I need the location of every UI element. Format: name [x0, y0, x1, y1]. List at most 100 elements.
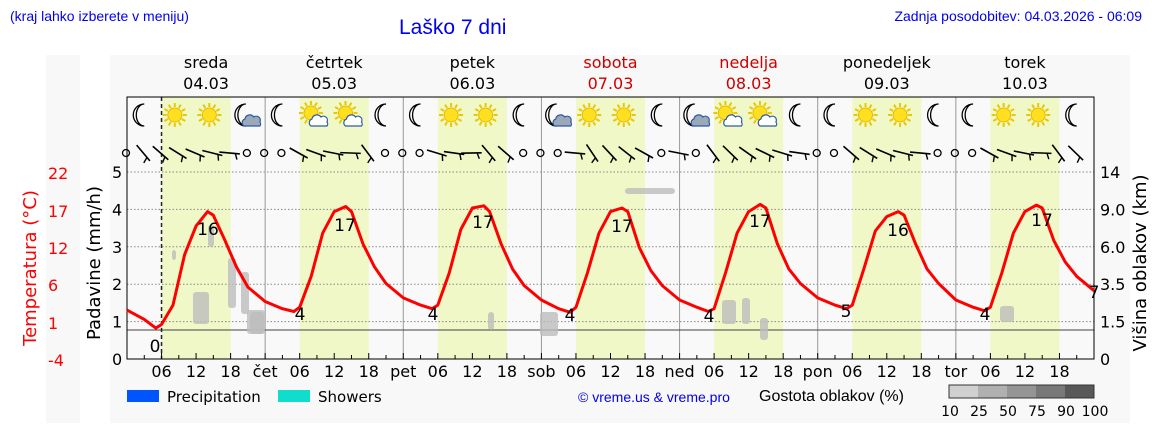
temp-tick: 17 — [48, 202, 68, 221]
sun-icon — [611, 103, 636, 127]
region-hint[interactable]: (kraj lahko izberete v meniju) — [10, 8, 189, 24]
day-abbr-label: tor — [945, 362, 968, 381]
wind-barb-icon — [322, 150, 344, 161]
wind-calm-icon — [398, 148, 407, 158]
wind-barb-icon — [601, 144, 618, 164]
hour-tick-label: 06 — [980, 362, 1000, 381]
sun-cloud-icon — [747, 101, 778, 127]
wind-calm-icon — [829, 148, 839, 158]
copyright-link[interactable]: © vreme.us & vreme.pro — [578, 389, 730, 405]
sun-cloud-icon — [333, 101, 363, 127]
wind-barb-icon — [136, 144, 151, 164]
min-temp-label: 4 — [980, 305, 991, 325]
wind-barb-icon — [481, 144, 496, 164]
precip-tick: 1 — [112, 313, 122, 332]
cloud-density-blob — [760, 318, 768, 340]
max-temp-label: 17 — [334, 216, 356, 236]
wind-barb-icon — [842, 145, 860, 163]
cloud-density-tick: 75 — [1028, 404, 1046, 420]
precip-tick: 3 — [112, 238, 122, 257]
wind-calm-icon — [380, 148, 390, 158]
hour-tick-label: 06 — [704, 362, 724, 381]
wind-barb-icon — [722, 145, 739, 164]
sun-icon — [991, 103, 1016, 127]
wind-barb-icon — [875, 148, 896, 162]
sun-cloud-icon — [298, 101, 329, 127]
last-update: Zadnja posodobitev: 04.03.2026 - 06:09 — [894, 8, 1142, 24]
day-abbr-label: ned — [665, 362, 695, 381]
moon-cloud-icon — [545, 103, 573, 127]
cloud-density-tick: 25 — [970, 404, 988, 420]
wind-barb-icon — [306, 148, 326, 162]
hour-tick-label: 18 — [497, 362, 517, 381]
cloud-density-blob — [247, 310, 265, 334]
wind-barb-icon — [185, 148, 205, 162]
wind-barb-icon — [152, 145, 169, 163]
cloud-density-swatch — [1007, 385, 1036, 398]
day-abbr-label: sob — [527, 362, 555, 381]
wind-calm-icon — [812, 148, 821, 158]
wind-calm-icon — [277, 148, 286, 158]
page-title: Laško 7 dni — [399, 16, 507, 39]
day-name: četrtek — [306, 53, 364, 72]
day-date: 07.03 — [588, 74, 634, 93]
wind-barb-icon — [340, 151, 361, 160]
cloud-density-swatch — [978, 385, 1007, 398]
hour-tick-label: 12 — [600, 362, 620, 381]
precip-tick: 2 — [112, 275, 122, 294]
temp-tick: 22 — [48, 164, 68, 183]
day-abbr-label: čet — [253, 362, 278, 381]
wind-barb-icon — [564, 151, 586, 160]
cloud-density-blob — [208, 225, 214, 247]
wind-barb-icon — [426, 149, 447, 162]
hour-tick-label: 06 — [151, 362, 171, 381]
cloud-height-tick: 9.0 — [1100, 200, 1125, 219]
hour-tick-label: 18 — [220, 362, 240, 381]
cloud-height-tick: 1.5 — [1100, 313, 1125, 332]
sun-icon — [853, 103, 878, 127]
cloud-density-blob — [625, 188, 675, 194]
moon-cloud-icon — [234, 103, 262, 127]
cloud-height-tick: 6.0 — [1100, 238, 1125, 257]
cloud-height-axis-label: Višina oblakov (km) — [1130, 174, 1151, 351]
sun-icon — [577, 103, 602, 127]
cloud-density-blob — [1000, 306, 1014, 322]
moon-icon — [1065, 103, 1077, 127]
hour-tick-label: 18 — [1049, 362, 1069, 381]
cloud-density-blob — [193, 292, 209, 324]
cloud-density-blob — [172, 250, 176, 260]
precip-tick: 0 — [112, 350, 122, 369]
wind-barb-icon — [585, 144, 599, 164]
precip-axis-label: Padavine (mm/h) — [84, 186, 105, 340]
moon-icon — [927, 103, 939, 127]
wind-barb-icon — [996, 148, 1017, 162]
wind-barb-icon — [706, 144, 720, 164]
temperature-line — [126, 202, 1095, 330]
wind-barb-icon — [618, 146, 636, 163]
legend-precipitation-label: Precipitation — [167, 388, 261, 406]
wind-barb-icon — [202, 149, 223, 161]
wind-calm-icon — [553, 148, 562, 158]
cloud-density-label: Gostota oblakov (%) — [759, 388, 904, 405]
min-temp-label: 4 — [565, 306, 576, 326]
cloud-density-blob — [540, 312, 558, 336]
sun-cloud-icon — [713, 101, 743, 127]
hour-tick-label: 06 — [842, 362, 862, 381]
cloud-density-tick: 100 — [1082, 404, 1109, 420]
min-temp-label: 7 — [1089, 283, 1100, 303]
moon-icon — [788, 103, 801, 127]
cloud-height-tick: 0 — [1100, 350, 1110, 369]
min-temp-label: 4 — [295, 305, 306, 325]
sun-icon — [888, 103, 913, 127]
wind-barb-icon — [360, 144, 375, 164]
sun-icon — [439, 103, 464, 127]
hour-tick-label: 12 — [1015, 362, 1035, 381]
wind-calm-icon — [933, 148, 942, 158]
wind-barb-icon — [859, 146, 878, 163]
sun-icon — [197, 103, 222, 127]
wind-barb-icon — [909, 151, 931, 160]
wind-barb-icon — [1030, 151, 1052, 160]
wind-calm-icon — [121, 148, 131, 158]
max-temp-label: 16 — [887, 221, 909, 241]
